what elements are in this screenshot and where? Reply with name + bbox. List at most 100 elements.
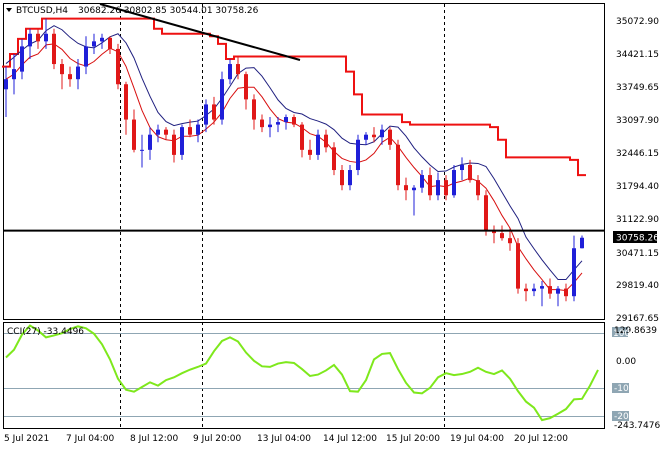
candle-body: [572, 248, 576, 297]
candle-body: [244, 74, 248, 100]
triangle-down-icon[interactable]: [6, 8, 12, 12]
candle: [292, 114, 296, 128]
candle: [500, 225, 504, 241]
candle-body: [236, 64, 240, 75]
candle-body: [292, 117, 296, 125]
candle: [388, 127, 392, 150]
candle-body: [28, 33, 32, 47]
candle-body: [108, 37, 112, 49]
candle-body: [100, 37, 104, 42]
cci-label: CCI(27) -33.4496: [7, 327, 84, 337]
cci-tick: -100: [614, 384, 635, 394]
candle-body: [500, 233, 504, 239]
candle: [36, 28, 40, 49]
time-tick: 5 Jul 2021: [4, 434, 49, 444]
candle-body: [516, 243, 520, 289]
candle: [76, 59, 80, 90]
candle: [172, 129, 176, 163]
candle: [452, 164, 456, 198]
symbol-label: BTCUSD,H4: [16, 6, 68, 16]
donchian-step-line: [2, 17, 586, 177]
candle: [484, 190, 488, 236]
price-tick: 34421.15: [616, 50, 659, 60]
candle: [260, 114, 264, 133]
candle: [332, 142, 336, 176]
donchian-upper-line: [2, 17, 586, 177]
candle-body: [324, 134, 328, 148]
candle-body: [228, 64, 232, 80]
candle: [28, 28, 32, 60]
candle-body: [468, 164, 472, 181]
time-tick: 7 Jul 04:00: [66, 434, 115, 444]
cci-panel-frame: [3, 322, 605, 429]
price-tick: 30471.15: [616, 249, 659, 259]
candle-body: [420, 175, 424, 188]
cci-line: [5, 324, 599, 422]
time-tick: 13 Jul 04:00: [257, 434, 311, 444]
time-tick: 20 Jul 12:00: [514, 434, 568, 444]
time-tick: 19 Jul 04:00: [450, 434, 504, 444]
candle: [204, 99, 208, 133]
price-tick: 32446.15: [616, 149, 659, 159]
candle: [132, 109, 136, 153]
trend-line[interactable]: [99, 3, 301, 61]
candle: [244, 71, 248, 110]
time-tick: 14 Jul 12:00: [323, 434, 377, 444]
candle: [524, 283, 528, 302]
candle-body: [548, 286, 552, 294]
candle-body: [140, 149, 144, 151]
candle-body: [540, 286, 544, 289]
candle-body: [52, 33, 56, 65]
candle: [84, 36, 88, 75]
candle-body: [460, 164, 464, 171]
cci-axis-label-box: [612, 327, 628, 337]
candle: [348, 164, 352, 191]
candle: [100, 33, 104, 49]
candle: [236, 56, 240, 80]
cci-levels: [4, 333, 604, 417]
candle: [340, 164, 344, 191]
cci-tick: 0.00: [616, 357, 636, 367]
candle: [188, 119, 192, 138]
cci-axis-label-box: [612, 383, 629, 393]
candle-body: [116, 48, 120, 85]
candle-body: [84, 46, 88, 67]
time-axis: 5 Jul 2021 7 Jul 04:00 8 Jul 12:00 9 Jul…: [4, 434, 568, 444]
time-tick: 8 Jul 12:00: [130, 434, 179, 444]
candle-body: [364, 134, 368, 140]
candle: [140, 134, 144, 168]
candle-body: [332, 147, 336, 171]
candle: [284, 114, 288, 130]
candle-body: [268, 124, 272, 128]
ohlc-label: 30682.26 30802.85 30544.01 30758.26: [78, 6, 259, 16]
candle: [532, 283, 536, 297]
time-tick: 15 Jul 20:00: [386, 434, 440, 444]
candle-body: [172, 134, 176, 155]
candle: [156, 124, 160, 143]
candle: [476, 175, 480, 201]
candle: [316, 129, 320, 160]
candle: [420, 170, 424, 193]
candle: [564, 283, 568, 302]
candle-body: [340, 170, 344, 186]
candle-body: [476, 180, 480, 196]
candle: [92, 33, 96, 54]
candle-body: [404, 185, 408, 191]
candle: [428, 167, 432, 201]
candle: [396, 139, 400, 191]
candle: [404, 177, 408, 201]
candle-body: [452, 170, 456, 196]
candle-body: [316, 134, 320, 155]
candle: [148, 127, 152, 160]
candle-body: [124, 84, 128, 120]
candle-body: [132, 119, 136, 150]
candle: [52, 28, 56, 70]
candle-body: [484, 195, 488, 231]
candle: [252, 94, 256, 130]
candle: [164, 127, 168, 140]
candle-body: [68, 74, 72, 80]
candle-body: [180, 127, 184, 155]
candle: [20, 38, 24, 80]
candle-body: [44, 33, 48, 42]
